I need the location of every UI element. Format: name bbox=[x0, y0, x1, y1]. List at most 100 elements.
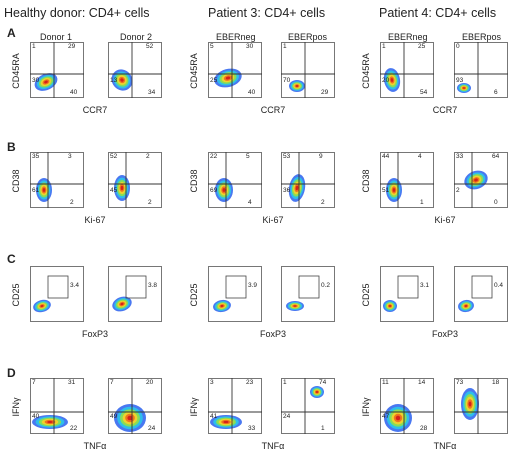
subtitle-p3-eberneg: EBERneg bbox=[216, 32, 256, 42]
flow-plot bbox=[108, 152, 162, 208]
subtitle-p4-eberneg: EBERneg bbox=[388, 32, 428, 42]
row-label-b: B bbox=[7, 140, 16, 154]
quadrant-value-tl: 3 bbox=[210, 379, 214, 386]
flow-plot-canvas bbox=[380, 42, 434, 98]
quadrant-value-br: 40 bbox=[70, 89, 78, 96]
flow-plot bbox=[380, 378, 434, 434]
quadrant-value-tl: 73 bbox=[456, 379, 464, 386]
subtitle-donor-1: Donor 1 bbox=[40, 32, 73, 42]
quadrant-value-tr: 52 bbox=[146, 43, 154, 50]
y-axis-label: CD38 bbox=[11, 169, 21, 193]
quadrant-value-br: 28 bbox=[420, 425, 428, 432]
quadrant-value-tl: 44 bbox=[382, 153, 390, 160]
flow-plot bbox=[208, 378, 262, 434]
quadrant-value-tl: 7 bbox=[32, 379, 36, 386]
quadrant-value-br: 2 bbox=[321, 199, 325, 206]
y-axis-label: CD45RA bbox=[189, 53, 199, 89]
flow-plot-canvas bbox=[208, 266, 262, 322]
flow-plot-canvas bbox=[380, 378, 434, 434]
quadrant-value-br: 34 bbox=[148, 89, 156, 96]
quadrant-value-tr: 31 bbox=[68, 379, 76, 386]
quadrant-value-bl: 49 bbox=[110, 413, 118, 420]
quadrant-value-tr: 5 bbox=[246, 153, 250, 160]
quadrant-value-br: 29 bbox=[321, 89, 329, 96]
flow-plot-canvas bbox=[281, 152, 335, 208]
x-axis-label: FoxP3 bbox=[431, 329, 458, 339]
flow-plot-canvas bbox=[380, 266, 434, 322]
y-axis-label: CD25 bbox=[11, 283, 21, 307]
flow-plot bbox=[208, 152, 262, 208]
x-axis-label: FoxP3 bbox=[259, 329, 286, 339]
y-axis-label: CD25 bbox=[361, 283, 371, 307]
quadrant-value-tl: 0 bbox=[456, 43, 460, 50]
quadrant-value-bl: 47 bbox=[382, 413, 390, 420]
quadrant-value-tl: 7 bbox=[110, 379, 114, 386]
x-axis-label: CCR7 bbox=[82, 105, 108, 115]
quadrant-value-tr: 18 bbox=[492, 379, 500, 386]
y-axis-label: CD45RA bbox=[11, 53, 21, 89]
row-label-c: C bbox=[7, 252, 16, 266]
y-axis-label: CD25 bbox=[189, 283, 199, 307]
x-axis-label: FoxP3 bbox=[81, 329, 108, 339]
quadrant-value-tl: 52 bbox=[110, 153, 118, 160]
flow-plot bbox=[281, 266, 335, 322]
quadrant-value-tr: 20 bbox=[146, 379, 154, 386]
quadrant-value-tr: 14 bbox=[418, 379, 426, 386]
quadrant-value-tr: 30 bbox=[246, 43, 254, 50]
quadrant-value-tl: 5 bbox=[210, 43, 214, 50]
flow-plot bbox=[380, 266, 434, 322]
flow-plot bbox=[281, 42, 335, 98]
x-axis-label: TNFα bbox=[83, 441, 107, 451]
flow-plot-canvas bbox=[108, 42, 162, 98]
x-axis-label: Ki-67 bbox=[262, 215, 284, 225]
quadrant-value-bl: 40 bbox=[32, 413, 40, 420]
quadrant-value-tr: 64 bbox=[492, 153, 500, 160]
quadrant-value-bl: 30 bbox=[32, 77, 40, 84]
quadrant-value-tr: 2 bbox=[146, 153, 150, 160]
flow-plot-canvas bbox=[454, 152, 508, 208]
flow-plot bbox=[108, 266, 162, 322]
gate-percentage: 3.9 bbox=[248, 282, 258, 289]
quadrant-value-br: 22 bbox=[70, 425, 78, 432]
flow-plot bbox=[30, 152, 84, 208]
flow-plot bbox=[108, 42, 162, 98]
flow-plot bbox=[454, 266, 508, 322]
y-axis-label: IFNγ bbox=[189, 397, 199, 417]
x-axis-label: Ki-67 bbox=[84, 215, 106, 225]
flow-plot-canvas bbox=[30, 42, 84, 98]
quadrant-value-bl: 20 bbox=[382, 77, 390, 84]
quadrant-value-bl: 69 bbox=[210, 187, 218, 194]
gate-percentage: 0.4 bbox=[494, 282, 504, 289]
gate-percentage: 0.2 bbox=[321, 282, 331, 289]
flow-plot-canvas bbox=[208, 152, 262, 208]
quadrant-value-tr: 74 bbox=[319, 379, 327, 386]
flow-plot bbox=[380, 42, 434, 98]
header-patient-3: Patient 3: CD4+ cells bbox=[208, 6, 326, 20]
flow-plot-canvas bbox=[454, 378, 508, 434]
quadrant-value-br: 2 bbox=[148, 199, 152, 206]
x-axis-label: TNFα bbox=[433, 441, 457, 451]
quadrant-value-tr: 4 bbox=[418, 153, 422, 160]
quadrant-value-tl: 53 bbox=[283, 153, 291, 160]
flow-plot bbox=[108, 378, 162, 434]
subtitle-p3-eberpos: EBERpos bbox=[288, 32, 328, 42]
header-patient-4: Patient 4: CD4+ cells bbox=[379, 6, 497, 20]
flow-plot bbox=[454, 42, 508, 98]
quadrant-value-bl: 25 bbox=[210, 77, 218, 84]
y-axis-label: IFNγ bbox=[11, 397, 21, 417]
flow-plot bbox=[380, 152, 434, 208]
quadrant-value-br: 1 bbox=[321, 425, 325, 432]
y-axis-label: CD45RA bbox=[361, 53, 371, 89]
quadrant-value-tl: 1 bbox=[283, 379, 287, 386]
y-axis-label: CD38 bbox=[189, 169, 199, 193]
gate-percentage: 3.1 bbox=[420, 282, 430, 289]
flow-plot-canvas bbox=[454, 266, 508, 322]
header-healthy-donor: Healthy donor: CD4+ cells bbox=[4, 6, 150, 20]
flow-plot-canvas bbox=[108, 378, 162, 434]
flow-plot bbox=[281, 378, 335, 434]
subtitle-p4-eberpos: EBERpos bbox=[462, 32, 502, 42]
quadrant-value-br: 54 bbox=[420, 89, 428, 96]
quadrant-value-br: 40 bbox=[248, 89, 256, 96]
quadrant-value-tr: 9 bbox=[319, 153, 323, 160]
quadrant-value-bl: 24 bbox=[283, 413, 291, 420]
